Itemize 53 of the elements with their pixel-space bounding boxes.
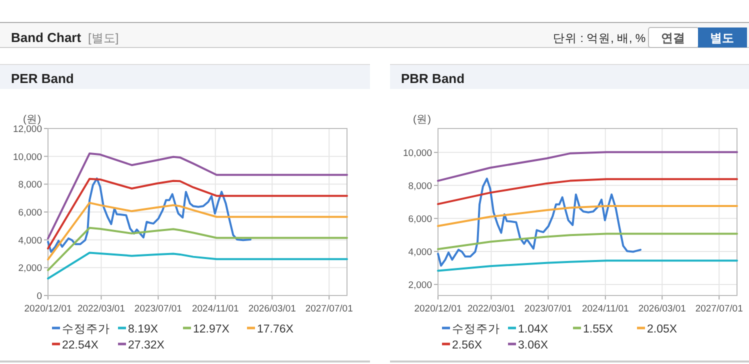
y-tick-label: 2,000 [18, 263, 42, 274]
legend-label: 수정주가 [62, 324, 110, 336]
x-tick-label: 2020/12/01 [24, 304, 72, 314]
y-tick-label: 12,000 [12, 124, 42, 135]
x-tick-label: 2027/07/01 [695, 304, 743, 314]
line-series [47, 252, 348, 280]
legend-label: 1.04X [518, 324, 548, 336]
y-tick-label: 8,000 [18, 180, 42, 191]
legend-label: 17.76X [257, 324, 294, 336]
legend-label: 8.19X [128, 324, 158, 336]
y-tick-label: 4,000 [408, 246, 432, 258]
x-tick-label: 2022/03/01 [77, 304, 125, 314]
legend-label: 1.55X [583, 324, 614, 336]
x-tick-label: 2027/07/01 [305, 304, 353, 314]
line-series [437, 151, 738, 182]
x-tick-label: 2020/12/01 [414, 304, 462, 314]
line-series [437, 178, 738, 206]
y-tick-label: 10,000 [402, 148, 432, 159]
line-series [47, 202, 348, 260]
y-axis-title: (원) [413, 114, 431, 126]
x-tick-label: 2024/11/01 [192, 304, 239, 314]
line-series [437, 178, 642, 267]
y-tick-label: 10,000 [12, 152, 42, 163]
line-series [437, 260, 738, 272]
y-tick-label: 6,000 [18, 208, 42, 218]
x-tick-label: 2022/03/01 [467, 304, 515, 314]
legend-label: 27.32X [128, 340, 165, 352]
x-tick-label: 2023/07/01 [134, 304, 182, 314]
header: Band Chart [별도] 단위 : 억원, 배, % 연결 별도 [0, 22, 749, 48]
y-tick-label: 8,000 [408, 180, 432, 192]
x-tick-label: 2024/11/01 [582, 304, 629, 314]
line-series [47, 177, 252, 253]
line-series [47, 178, 348, 250]
line-series [47, 152, 348, 240]
x-tick-label: 2026/03/01 [248, 304, 296, 314]
y-tick-label: 2,000 [408, 280, 432, 291]
chart-title: PER Band [11, 71, 74, 86]
y-tick-label: 0 [36, 291, 42, 302]
x-tick-label: 2023/07/01 [524, 304, 572, 314]
y-tick-label: 4,000 [18, 235, 42, 246]
legend-label: 2.05X [647, 324, 678, 336]
line-series [47, 226, 348, 272]
line-series [437, 232, 738, 250]
x-tick-label: 2026/03/01 [638, 304, 686, 314]
chart-title: PBR Band [401, 71, 465, 86]
legend-label: 수정주가 [452, 324, 500, 336]
line-series [437, 205, 738, 228]
legend-label: 12.97X [193, 324, 230, 336]
legend-label: 3.06X [518, 340, 548, 352]
legend-label: 2.56X [452, 340, 482, 352]
y-axis-title: (원) [23, 114, 41, 126]
legend-label: 22.54X [62, 340, 99, 352]
y-tick-label: 6,000 [408, 214, 432, 225]
